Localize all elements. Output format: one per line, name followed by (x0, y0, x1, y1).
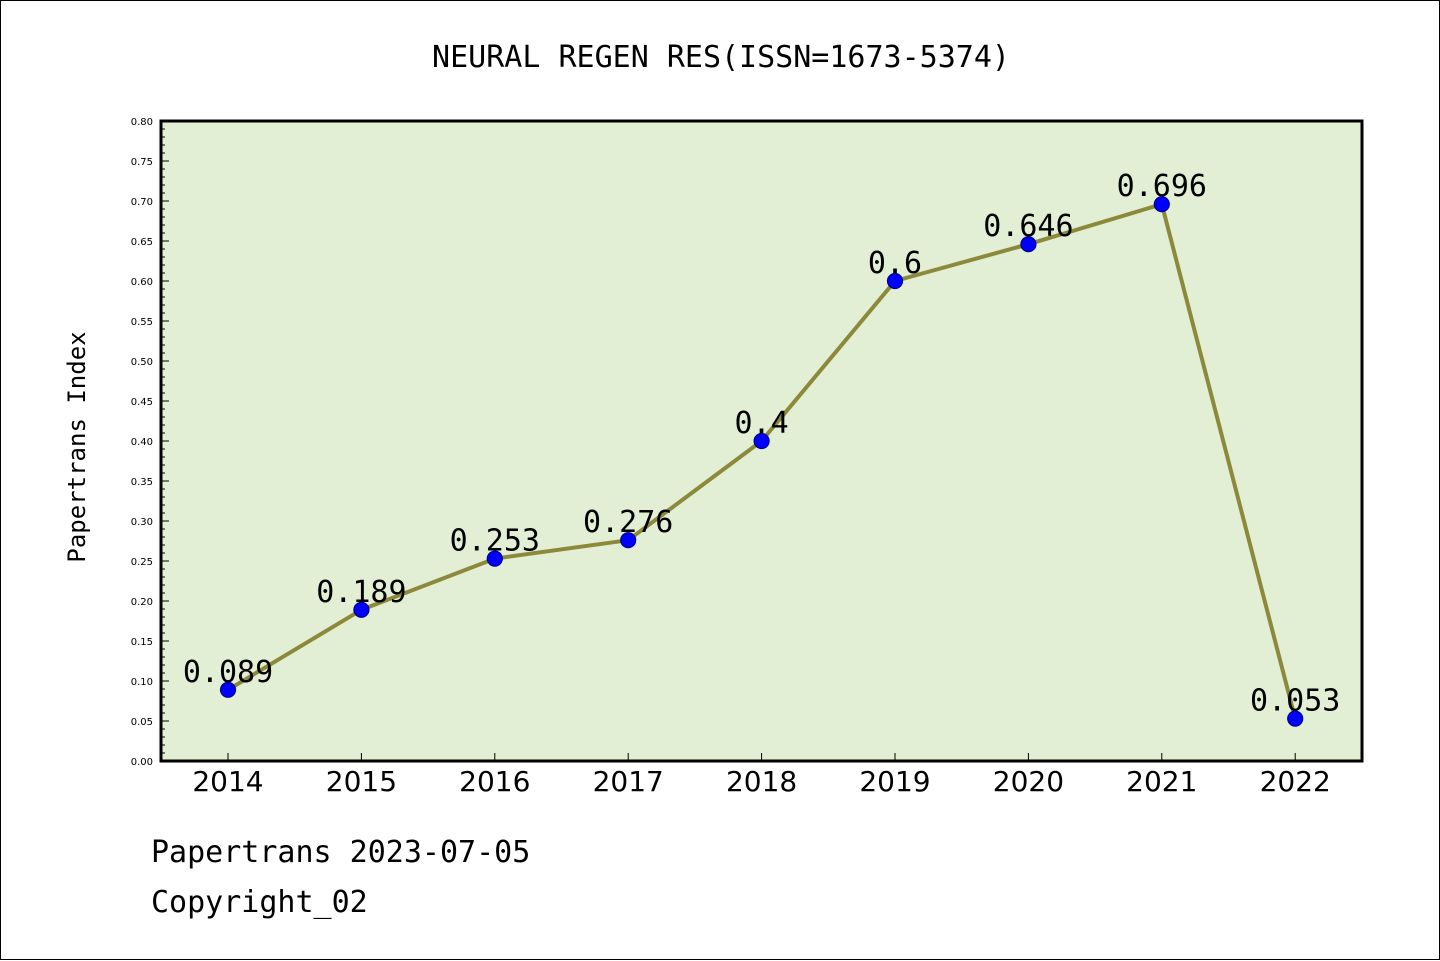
data-point (1287, 710, 1304, 727)
data-point (353, 601, 370, 618)
y-axis-label: Papertrans Index (63, 331, 91, 562)
x-axis-ticks: 2014 2015 2016 2017 2018 2019 2020 2021 2022 (192, 753, 1331, 798)
y-tick-label: 0.70 (131, 197, 153, 208)
y-tick-label: 0.10 (131, 677, 153, 688)
y-tick-label: 0.40 (131, 437, 153, 448)
y-tick-label: 0.35 (131, 477, 153, 488)
x-tick-label: 2016 (459, 765, 530, 798)
y-tick-label: 0.80 (131, 117, 153, 128)
y-tick-label: 0.45 (131, 397, 153, 408)
y-axis-ticks: 0.00 0.05 0.10 0.15 0.20 0.25 0.30 0.35 0.40 0.45… (131, 117, 169, 768)
y-tick-label: 0.00 (131, 757, 153, 768)
y-tick-label: 0.20 (131, 597, 153, 608)
x-tick-label: 2017 (593, 765, 664, 798)
y-tick-label: 0.55 (131, 317, 153, 328)
footer-date: Papertrans 2023-07-05 (151, 835, 531, 870)
y-tick-label: 0.60 (131, 277, 153, 288)
footer-copyright: Copyright_02 (151, 885, 368, 920)
x-tick-label: 2019 (859, 765, 930, 798)
plot-border (159, 119, 1364, 763)
y-tick-label: 0.75 (131, 157, 153, 168)
x-tick-label: 2021 (1126, 765, 1197, 798)
x-tick-label: 2020 (993, 765, 1064, 798)
x-tick-label: 2018 (726, 765, 797, 798)
y-tick-label: 0.15 (131, 637, 153, 648)
y-tick-label: 0.50 (131, 357, 153, 368)
data-point (1020, 236, 1037, 253)
data-point (620, 532, 637, 549)
x-tick-label: 2014 (192, 765, 263, 798)
data-point (886, 272, 904, 290)
y-tick-label: 0.65 (131, 237, 153, 248)
y-tick-label: 0.30 (131, 517, 153, 528)
x-tick-label: 2015 (326, 765, 397, 798)
data-markers (219, 196, 1304, 727)
y-tick-label: 0.05 (131, 717, 153, 728)
x-tick-label: 2022 (1260, 765, 1331, 798)
data-point (486, 550, 503, 567)
data-point (753, 432, 770, 450)
data-point (219, 681, 237, 698)
y-tick-label: 0.25 (131, 557, 153, 568)
chart-title: NEURAL REGEN RES(ISSN=1673-5374) (432, 40, 1010, 75)
data-point (1153, 196, 1170, 213)
